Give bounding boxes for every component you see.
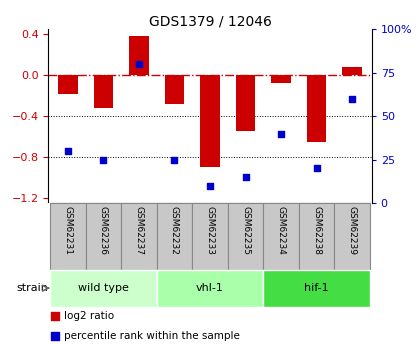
Bar [342,67,362,75]
Bar [165,75,184,104]
Text: log2 ratio: log2 ratio [65,311,115,321]
Bar [192,203,228,270]
Text: GSM62235: GSM62235 [241,206,250,255]
Bar [299,203,334,270]
Bar [86,203,121,270]
Text: strain: strain [16,283,48,293]
Text: percentile rank within the sample: percentile rank within the sample [65,331,240,341]
Bar [157,203,192,270]
Point [313,166,320,171]
Bar [271,75,291,83]
Bar [58,75,78,94]
Bar [200,75,220,167]
Bar [121,203,157,270]
Point [51,313,58,318]
Title: GDS1379 / 12046: GDS1379 / 12046 [149,14,271,28]
Point [51,333,58,339]
Text: GSM62236: GSM62236 [99,206,108,255]
Point [278,131,284,136]
Text: wild type: wild type [78,283,129,293]
Text: GSM62231: GSM62231 [63,206,72,255]
Text: GSM62238: GSM62238 [312,206,321,255]
Text: GSM62233: GSM62233 [205,206,215,255]
Point [100,157,107,162]
Text: GSM62234: GSM62234 [277,206,286,255]
Bar [228,203,263,270]
Bar [263,270,370,307]
Point [242,174,249,180]
Bar [129,37,149,75]
Text: vhl-1: vhl-1 [196,283,224,293]
Text: GSM62237: GSM62237 [134,206,143,255]
Point [349,96,355,101]
Bar [334,203,370,270]
Bar [50,270,157,307]
Bar [50,203,86,270]
Bar [236,75,255,131]
Point [65,148,71,154]
Point [171,157,178,162]
Text: GSM62239: GSM62239 [348,206,357,255]
Bar [263,203,299,270]
Point [136,61,142,67]
Text: hif-1: hif-1 [304,283,329,293]
Bar [307,75,326,142]
Text: GSM62232: GSM62232 [170,206,179,255]
Bar [94,75,113,108]
Bar [157,270,263,307]
Point [207,183,213,188]
